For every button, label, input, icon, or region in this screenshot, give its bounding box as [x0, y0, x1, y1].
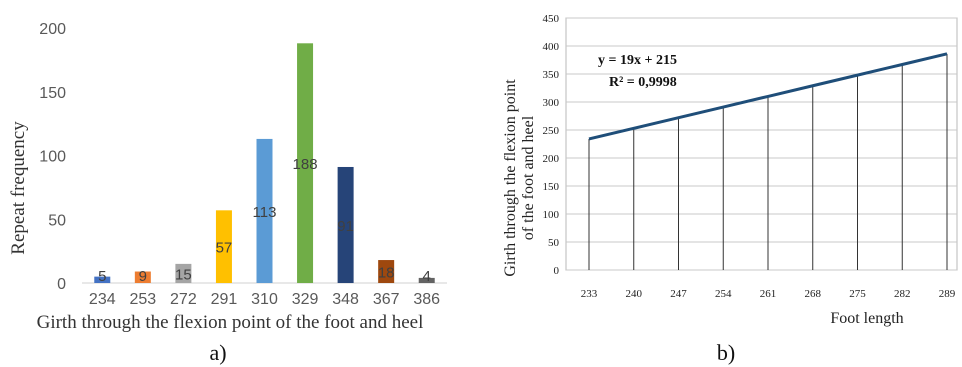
line-chart-x-tick-label: 289	[939, 288, 956, 300]
line-chart-y-tick-label: 100	[543, 209, 560, 221]
bar-chart-y-tick-label: 50	[48, 212, 66, 229]
line-chart-x-tick-label: 247	[670, 288, 687, 300]
bar	[134, 271, 151, 283]
bar-value-label: 15	[175, 266, 192, 283]
line-chart-y-tick-label: 400	[543, 41, 560, 53]
line-chart-y-axis-title-line-1: Girth through the flexion point	[502, 79, 519, 277]
line-chart-y-tick-label: 350	[543, 69, 560, 81]
bar-value-label: 113	[253, 204, 277, 221]
bar-chart-x-tick-label: 234	[89, 291, 116, 308]
line-chart-x-axis-title: Foot length	[830, 310, 903, 327]
bar	[337, 166, 354, 283]
bar-value-label: 188	[293, 156, 318, 173]
bar-chart-x-tick-label: 310	[251, 291, 278, 308]
bar-value-label: 9	[139, 268, 147, 285]
bar-chart-y-tick-label: 200	[39, 21, 66, 38]
line-chart-x-tick-label: 261	[760, 288, 777, 300]
line-chart-y-tick-label: 0	[554, 265, 560, 277]
line-chart-x-tick-label: 254	[715, 288, 732, 300]
r-squared-value: R² = 0,9998	[609, 75, 677, 90]
line-chart-y-axis-title: Girth through the flexion point of the f…	[502, 79, 537, 277]
line-chart-y-ticks: 0 50 100 150 200 250 300 350 400 450	[543, 13, 560, 277]
bar-value-label: 91	[337, 218, 354, 235]
line-chart-x-tick-label: 282	[894, 288, 911, 300]
bar	[94, 276, 111, 283]
bar-value-label: 4	[423, 268, 431, 285]
bar-chart-x-tick-label: 367	[373, 291, 400, 308]
bar	[215, 210, 232, 283]
line-chart-gridlines	[566, 17, 957, 271]
bar	[297, 43, 314, 283]
line-chart-y-tick-label: 250	[543, 125, 560, 137]
line-chart-y-tick-label: 450	[543, 13, 560, 25]
line-chart-x-tick-label: 275	[849, 288, 866, 300]
bar-value-label: 18	[378, 265, 395, 282]
bar-chart-x-tick-label: 386	[413, 291, 440, 308]
line-chart-y-axis-title-line-2: of the foot and heel	[520, 115, 537, 240]
line-chart-y-tick-label: 50	[548, 237, 560, 249]
bar	[175, 263, 192, 283]
bar-value-label: 57	[216, 240, 233, 257]
bar	[256, 138, 273, 283]
line-chart-y-tick-label: 150	[543, 181, 560, 193]
regression-equation: y = 19x + 215	[598, 53, 677, 68]
bar-chart-x-axis-title: Girth through the flexion point of the f…	[37, 312, 424, 333]
panel-label-b: b)	[717, 340, 735, 365]
bar	[418, 277, 435, 283]
line-chart-series-line	[588, 52, 948, 141]
line-chart-x-ticks: 233 240 247 254 261 268 275 282 289	[581, 288, 956, 300]
panel-label-a: a)	[209, 340, 226, 365]
bar-chart-y-tick-label: 100	[39, 149, 66, 166]
line-chart-x-tick-label: 240	[626, 288, 643, 300]
bar-chart-bars: 5 9 15 57 113 188 91 18 4	[94, 43, 435, 285]
bar-chart-x-tick-label: 253	[129, 291, 156, 308]
bar-chart-x-tick-label: 291	[211, 291, 238, 308]
line-chart-y-tick-label: 200	[543, 153, 560, 165]
bar	[378, 260, 395, 283]
bar-chart-y-ticks: 0 50 100 150 200	[39, 21, 66, 293]
line-chart-drop-lines	[588, 53, 948, 270]
bar-chart-y-tick-label: 150	[39, 85, 66, 102]
line-chart-panel: 0 50 100 150 200 250 300 350 400 450 233 240 247 254…	[502, 13, 958, 365]
bar-chart-x-tick-label: 329	[292, 291, 319, 308]
bar-chart-panel: 0 50 100 150 200 5 9 15 57 113 188 91 18 4 234 253 272…	[8, 21, 447, 365]
bar-chart-x-tick-label: 348	[332, 291, 359, 308]
bar-chart-y-tick-label: 0	[57, 276, 66, 293]
bar-value-label: 5	[98, 268, 106, 285]
line-chart-x-tick-label: 268	[805, 288, 822, 300]
line-chart-y-tick-label: 300	[543, 97, 560, 109]
bar-chart-x-ticks: 234 253 272 291 310 329 348 367 386	[89, 291, 440, 308]
bar-chart-x-tick-label: 272	[170, 291, 197, 308]
line-chart-x-tick-label: 233	[581, 288, 598, 300]
bar-chart-y-axis-title: Repeat frequency	[8, 121, 29, 255]
